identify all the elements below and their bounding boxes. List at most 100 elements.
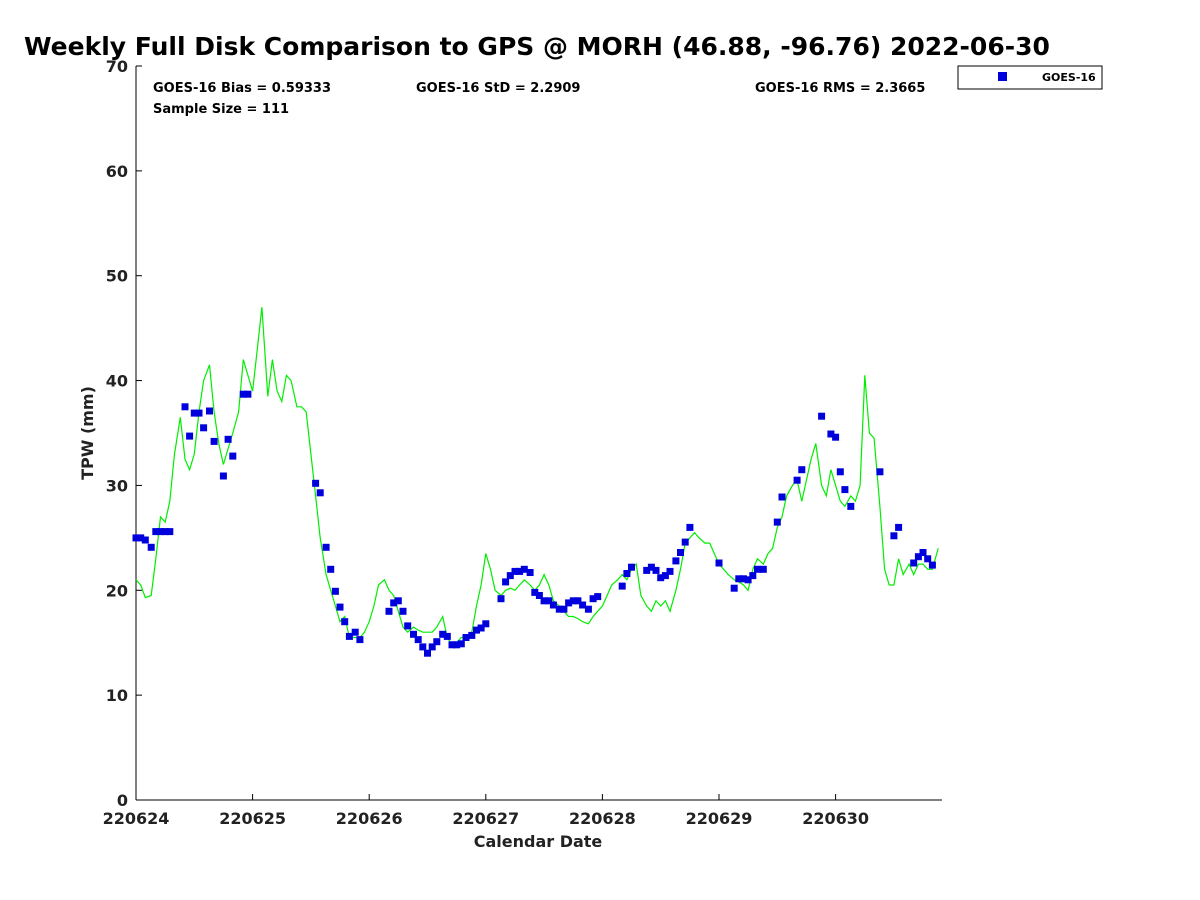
goes16-point <box>457 640 465 648</box>
goes16-point <box>520 565 528 573</box>
goes16-point <box>385 607 393 615</box>
goes16-point <box>647 563 655 571</box>
goes16-point <box>141 536 149 544</box>
goes16-point <box>219 472 227 480</box>
x-tick-label: 220630 <box>802 809 869 828</box>
goes16-point <box>448 641 456 649</box>
goes16-point <box>584 605 592 613</box>
goes16-point <box>244 390 252 398</box>
goes16-point <box>681 538 689 546</box>
goes16-point <box>482 620 490 628</box>
goes16-point <box>526 569 534 576</box>
goes16-point <box>793 476 801 484</box>
sample-size-annotation: Sample Size = 111 <box>153 102 289 117</box>
goes16-point <box>181 403 189 411</box>
x-tick-label: 220625 <box>219 809 286 828</box>
goes16-point <box>778 493 786 501</box>
goes16-point <box>206 407 213 415</box>
goes16-point <box>439 630 447 638</box>
goes16-point <box>890 532 898 540</box>
statistics-annotations: GOES-16 Bias = 0.59333 GOES-16 StD = 2.2… <box>153 81 925 117</box>
goes16-point <box>345 632 353 640</box>
goes16-point <box>715 559 723 567</box>
goes16-point <box>453 641 461 649</box>
goes16-point <box>818 412 826 420</box>
goes16-point <box>404 622 412 630</box>
gps-tpw-line <box>135 307 939 646</box>
x-tick-label: 220629 <box>686 809 753 828</box>
goes16-point <box>876 468 884 476</box>
y-tick-label: 50 <box>106 267 128 286</box>
goes16-point <box>341 618 349 626</box>
goes16-point <box>336 603 344 611</box>
goes16-point <box>137 534 145 542</box>
goes16-point <box>569 597 577 605</box>
legend-marker-goes16 <box>998 72 1007 81</box>
goes16-point <box>661 572 669 580</box>
chart-title: Weekly Full Disk Comparison to GPS @ MOR… <box>24 32 1050 61</box>
goes16-point <box>506 572 514 580</box>
x-axis-ticks: 220624 220625 220626 220627 220628 220629 2206… <box>103 794 869 828</box>
goes16-point <box>327 565 335 573</box>
series-layer <box>132 307 939 657</box>
goes16-point <box>565 599 573 607</box>
goes16-point <box>773 518 781 526</box>
bias-annotation: GOES-16 Bias = 0.59333 <box>153 81 331 96</box>
y-tick-label: 0 <box>117 791 128 810</box>
rms-annotation: GOES-16 RMS = 2.3665 <box>755 81 925 96</box>
y-tick-label: 30 <box>106 476 128 495</box>
goes16-point <box>749 572 757 580</box>
goes16-point <box>200 424 208 432</box>
goes16-point <box>477 624 485 632</box>
goes16-point <box>623 570 631 577</box>
goes16-point <box>847 502 855 510</box>
legend-label-goes16: GOES-16 <box>1042 71 1096 84</box>
goes16-point <box>399 607 407 615</box>
goes16-point <box>161 528 169 536</box>
goes16-point <box>424 649 431 657</box>
goes16-point <box>555 605 563 613</box>
goes16-point <box>579 601 587 609</box>
x-axis-label: Calendar Date <box>474 832 603 851</box>
std-annotation: GOES-16 StD = 2.2909 <box>416 81 580 96</box>
goes16-point <box>754 565 761 573</box>
goes16-point <box>545 597 553 605</box>
legend: GOES-16 <box>957 65 1103 90</box>
x-tick-label: 220627 <box>452 809 519 828</box>
goes16-point <box>594 593 602 601</box>
goes16-point <box>740 575 747 583</box>
goes16-point <box>914 553 922 561</box>
goes16-point <box>516 567 524 575</box>
x-tick-label: 220626 <box>336 809 403 828</box>
goes16-point <box>618 582 626 590</box>
goes16-point <box>157 528 164 536</box>
goes16-point <box>443 632 451 640</box>
goes16-point <box>643 566 651 574</box>
goes16-point <box>462 634 470 641</box>
goes16-point <box>672 557 680 565</box>
goes16-point <box>502 578 510 586</box>
x-tick-label: 220624 <box>103 809 170 828</box>
goes16-point <box>433 638 441 646</box>
goes16-point <box>473 626 480 634</box>
goes16-point <box>239 390 247 398</box>
y-tick-label: 70 <box>106 57 128 76</box>
goes16-point <box>919 549 927 556</box>
goes16-point <box>497 595 505 603</box>
goes16-point <box>419 643 427 651</box>
goes16-point <box>560 605 568 613</box>
goes16-point <box>316 489 324 497</box>
goes16-point <box>511 567 519 575</box>
x-tick-label: 220628 <box>569 809 636 828</box>
goes16-point <box>735 575 743 583</box>
goes16-point <box>468 631 476 639</box>
goes16-point <box>924 555 932 563</box>
goes16-point <box>394 597 402 605</box>
goes16-point <box>132 534 140 542</box>
goes16-point <box>744 576 752 584</box>
goes16-point <box>836 468 844 476</box>
goes16-point <box>531 588 539 596</box>
goes16-point <box>652 566 660 574</box>
legend-box <box>957 65 1103 90</box>
goes16-point <box>730 584 738 592</box>
